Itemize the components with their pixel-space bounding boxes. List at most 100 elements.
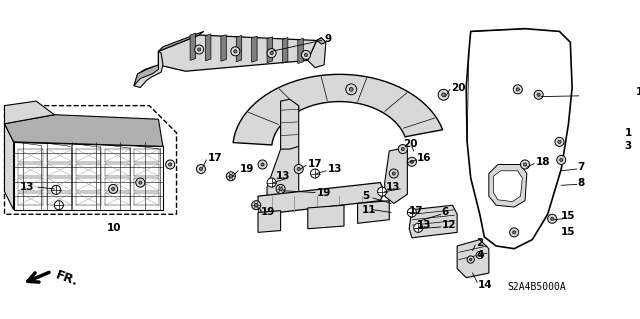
Text: 15: 15: [561, 227, 576, 237]
Circle shape: [378, 187, 387, 196]
Circle shape: [200, 167, 202, 171]
Text: 15: 15: [561, 211, 576, 221]
Circle shape: [52, 185, 61, 194]
Circle shape: [109, 184, 118, 193]
Text: 13: 13: [386, 182, 400, 192]
Text: 13: 13: [417, 220, 431, 230]
Text: 13: 13: [276, 171, 291, 181]
Polygon shape: [409, 205, 457, 238]
Polygon shape: [466, 29, 572, 249]
Circle shape: [227, 172, 236, 181]
Circle shape: [509, 228, 518, 237]
Circle shape: [310, 169, 319, 178]
Text: 19: 19: [260, 207, 275, 218]
Circle shape: [479, 254, 481, 256]
Circle shape: [258, 160, 267, 169]
Circle shape: [139, 181, 142, 184]
Circle shape: [389, 169, 398, 178]
Polygon shape: [489, 165, 527, 207]
Circle shape: [261, 163, 264, 166]
Circle shape: [198, 48, 201, 51]
Polygon shape: [221, 35, 227, 61]
Circle shape: [557, 155, 566, 165]
Polygon shape: [258, 211, 280, 232]
Polygon shape: [267, 146, 299, 205]
Circle shape: [231, 47, 240, 56]
Circle shape: [438, 89, 449, 100]
Circle shape: [254, 204, 258, 207]
Text: 18: 18: [536, 157, 550, 167]
Text: 4: 4: [476, 250, 484, 260]
Circle shape: [513, 85, 522, 94]
Circle shape: [195, 45, 204, 54]
Polygon shape: [190, 33, 196, 60]
Polygon shape: [280, 99, 299, 149]
Text: 20: 20: [451, 83, 465, 93]
Circle shape: [346, 84, 356, 95]
Text: 17: 17: [208, 153, 223, 163]
Polygon shape: [159, 35, 317, 71]
Text: 8: 8: [577, 178, 585, 188]
Polygon shape: [493, 171, 522, 202]
Circle shape: [558, 140, 561, 144]
Circle shape: [136, 178, 145, 187]
Circle shape: [166, 160, 175, 169]
Circle shape: [516, 88, 520, 91]
Polygon shape: [134, 65, 159, 86]
Polygon shape: [236, 35, 242, 62]
Text: 9: 9: [324, 33, 332, 44]
Circle shape: [276, 184, 285, 193]
Circle shape: [252, 201, 260, 210]
Polygon shape: [298, 38, 303, 63]
Text: 5: 5: [362, 191, 369, 201]
Circle shape: [413, 223, 423, 232]
Circle shape: [401, 147, 404, 151]
Circle shape: [279, 187, 282, 191]
Circle shape: [297, 167, 300, 171]
Circle shape: [520, 160, 529, 169]
Circle shape: [168, 163, 172, 166]
Text: 13: 13: [20, 182, 35, 192]
Polygon shape: [4, 101, 54, 124]
Polygon shape: [317, 38, 326, 44]
Circle shape: [467, 256, 474, 263]
Text: 15: 15: [636, 87, 640, 97]
Text: 2: 2: [476, 238, 483, 248]
Polygon shape: [159, 31, 204, 51]
Text: FR.: FR.: [54, 269, 81, 289]
Text: 19: 19: [317, 188, 332, 197]
Circle shape: [548, 214, 557, 223]
Circle shape: [267, 178, 276, 187]
Circle shape: [408, 208, 417, 217]
Polygon shape: [282, 38, 288, 63]
Circle shape: [470, 258, 472, 261]
Polygon shape: [258, 182, 385, 214]
Text: 12: 12: [442, 220, 456, 230]
Circle shape: [534, 90, 543, 99]
Polygon shape: [308, 205, 344, 229]
Circle shape: [301, 50, 310, 59]
Circle shape: [442, 93, 445, 97]
Circle shape: [294, 165, 303, 174]
Text: 13: 13: [328, 164, 342, 174]
Circle shape: [349, 87, 353, 91]
Text: 10: 10: [107, 223, 122, 233]
Circle shape: [559, 158, 563, 161]
Polygon shape: [308, 38, 326, 68]
Circle shape: [267, 48, 276, 58]
Polygon shape: [457, 240, 489, 278]
Circle shape: [270, 52, 273, 55]
Text: 17: 17: [308, 159, 323, 168]
Circle shape: [537, 93, 540, 96]
Circle shape: [196, 165, 205, 174]
Polygon shape: [233, 74, 443, 145]
Polygon shape: [4, 106, 177, 214]
Circle shape: [555, 137, 564, 146]
Polygon shape: [385, 149, 408, 204]
Polygon shape: [4, 124, 13, 210]
Polygon shape: [134, 51, 163, 87]
Circle shape: [550, 217, 554, 220]
Text: 3: 3: [625, 141, 632, 152]
Circle shape: [398, 145, 408, 154]
Text: 1: 1: [625, 128, 632, 138]
